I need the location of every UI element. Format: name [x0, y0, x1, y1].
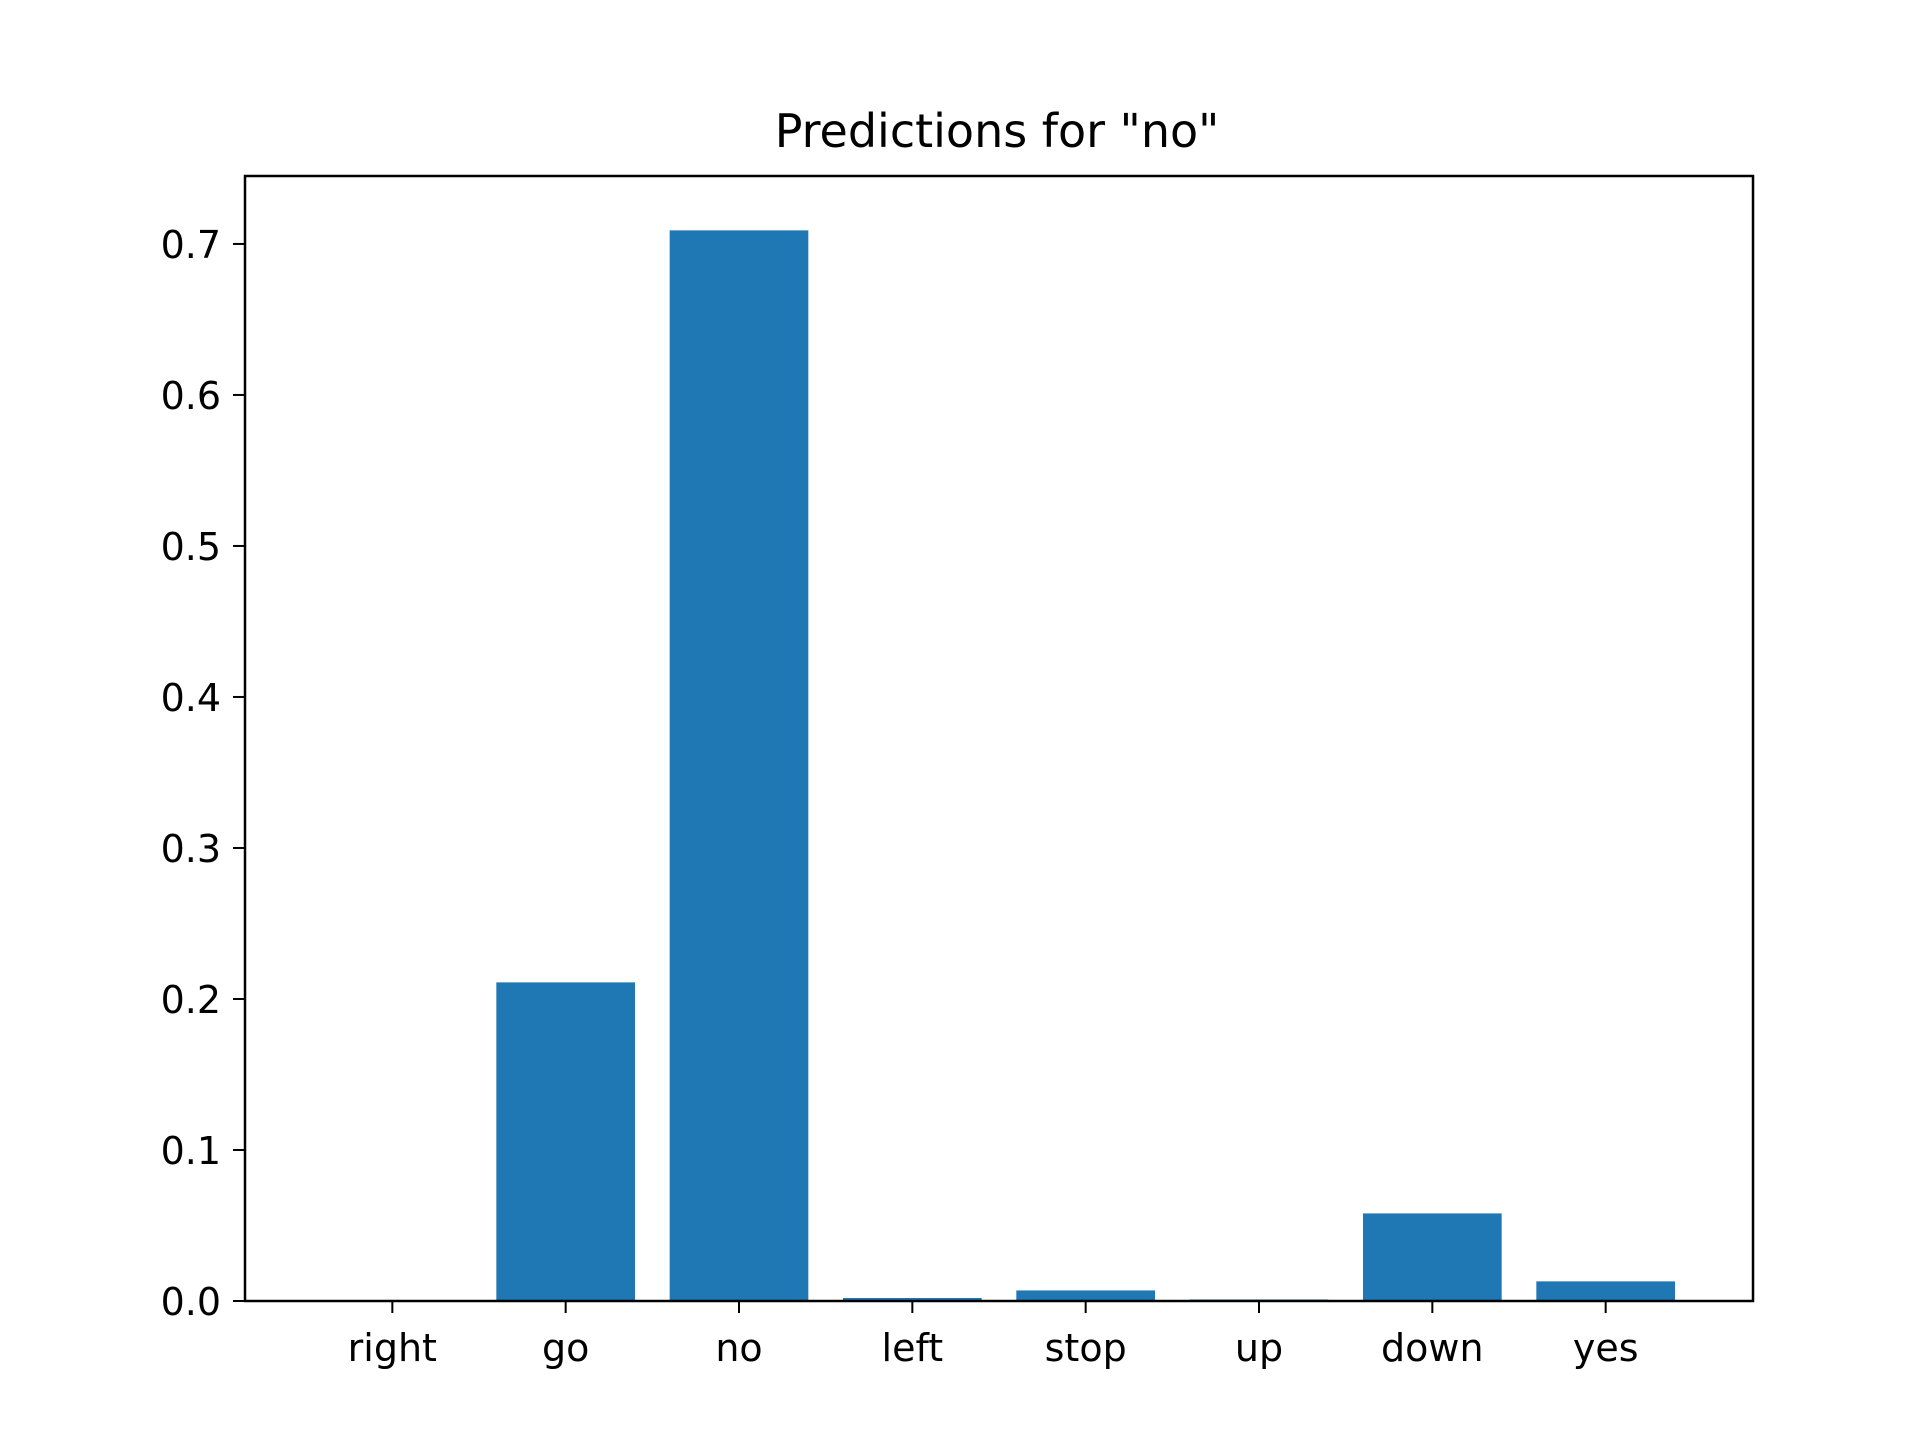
x-tick-label-right: right [348, 1326, 437, 1370]
y-tick-label-0.2: 0.2 [161, 978, 221, 1022]
bar-down [1363, 1213, 1502, 1301]
x-tick-label-left: left [882, 1326, 944, 1370]
x-tick-label-yes: yes [1573, 1326, 1639, 1370]
plot-frame [243, 174, 1755, 1303]
x-tick-label-go: go [542, 1326, 589, 1370]
y-tick-label-0.7: 0.7 [161, 223, 221, 267]
x-tick-label-down: down [1381, 1326, 1484, 1370]
bar-yes [1536, 1281, 1675, 1301]
y-tick-label-0.6: 0.6 [161, 374, 221, 418]
x-axis: right go no left stop up down yes [348, 1301, 1639, 1370]
bars-layer [496, 230, 1675, 1301]
chart-title: Predictions for "no" [775, 104, 1220, 158]
bar-go [496, 982, 635, 1301]
y-tick-label-0.4: 0.4 [161, 676, 221, 720]
y-tick-label-0.3: 0.3 [161, 827, 221, 871]
bar-no [669, 230, 809, 1301]
y-axis: 0.0 0.1 0.2 0.3 0.4 0.5 0.6 0.7 [161, 223, 245, 1324]
x-tick-label-no: no [715, 1326, 762, 1370]
x-tick-label-stop: stop [1045, 1326, 1127, 1370]
bar-left [843, 1297, 982, 1301]
bar-stop [1016, 1290, 1155, 1301]
y-tick-label-0.1: 0.1 [161, 1129, 221, 1173]
y-tick-label-0.0: 0.0 [161, 1280, 221, 1324]
y-tick-label-0.5: 0.5 [161, 525, 221, 569]
x-tick-label-up: up [1235, 1326, 1283, 1370]
